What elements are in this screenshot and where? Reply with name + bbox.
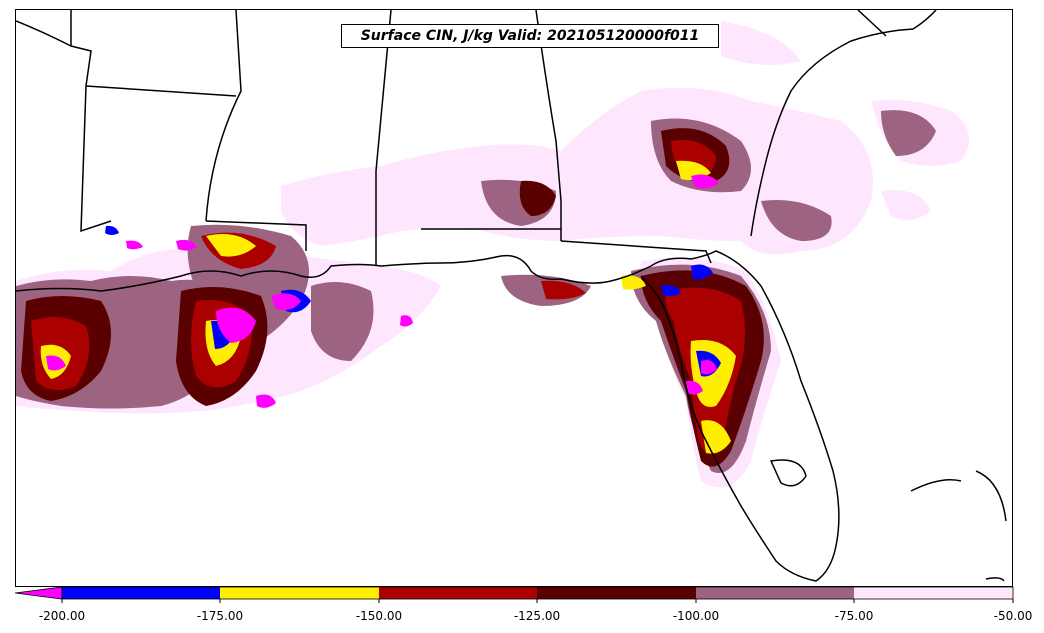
colorbar-tick-label: -175.00: [196, 609, 244, 623]
colorbar-extend-min: [14, 586, 63, 600]
cin-layer-magenta: [46, 174, 719, 408]
colorbar-segment-darkred: [537, 587, 696, 599]
colorbar-segment-lightpink: [854, 587, 1013, 599]
colorbar-segment-yellow: [220, 587, 379, 599]
colorbar-tick-label: -150.00: [355, 609, 403, 623]
colorbar-ticks: [61, 599, 1014, 603]
colorbar-tick-label: -50.00: [993, 609, 1033, 623]
colorbar-segment-blue: [62, 587, 220, 599]
colorbar-segment-mauve: [696, 587, 854, 599]
colorbar-tick-label: -100.00: [672, 609, 720, 623]
boundaries: [16, 10, 1007, 582]
map-title: Surface CIN, J/kg Valid: 202105120000f01…: [341, 24, 719, 48]
colorbar-tick-label: -200.00: [38, 609, 86, 623]
map-area: Surface CIN, J/kg Valid: 202105120000f01…: [15, 9, 1013, 587]
colorbar-tick-label: -75.00: [834, 609, 874, 623]
colorbar-tick-label: -125.00: [513, 609, 561, 623]
colorbar-segment-red: [379, 587, 537, 599]
colorbar: [14, 586, 1014, 603]
cin-map: [16, 10, 1007, 582]
